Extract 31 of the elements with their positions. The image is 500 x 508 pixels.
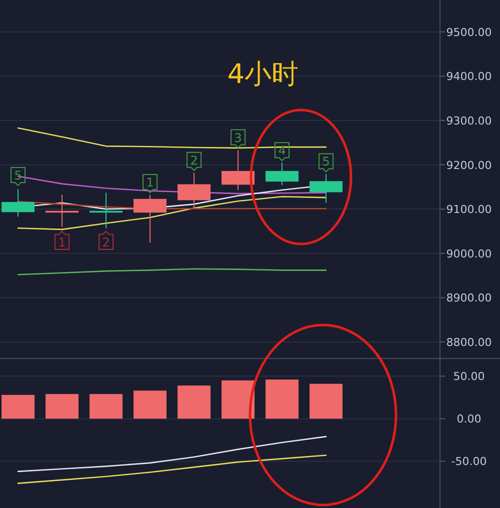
y-tick-label: -50.00 (451, 455, 487, 468)
annotation: 2 (190, 153, 198, 168)
annotation: 4 (278, 144, 286, 158)
bar (2, 394, 35, 419)
bar (134, 390, 167, 419)
bar (310, 384, 343, 419)
bar (90, 394, 123, 419)
line-series (17, 436, 327, 472)
annotation: 3 (234, 130, 242, 145)
bar (266, 380, 299, 419)
annotation: 1 (146, 176, 154, 190)
line-series (17, 196, 327, 230)
y-tick-label: 9300.00 (446, 114, 492, 128)
bar (46, 394, 79, 419)
y-tick-label: 8900.00 (446, 292, 492, 305)
annotation: 5 (322, 154, 330, 169)
annotation: 1 (58, 235, 66, 250)
y-tick-label: 0.00 (456, 412, 482, 426)
bar (222, 380, 255, 419)
annotation: 2 (102, 235, 110, 250)
annotation: 5 (14, 168, 22, 182)
y-tick-label: 9200.00 (446, 158, 492, 172)
y-tick-label: 9500.00 (446, 26, 492, 39)
y-tick-label: 8800.00 (446, 336, 492, 349)
y-tick-label: 9100.00 (446, 203, 492, 216)
bar (178, 386, 211, 419)
y-tick-label: 9000.00 (446, 247, 492, 260)
line-series (17, 454, 327, 484)
text: 4小时 (227, 59, 299, 90)
y-tick-label: 50.00 (453, 370, 485, 384)
y-tick-label: 9400.00 (446, 70, 492, 84)
